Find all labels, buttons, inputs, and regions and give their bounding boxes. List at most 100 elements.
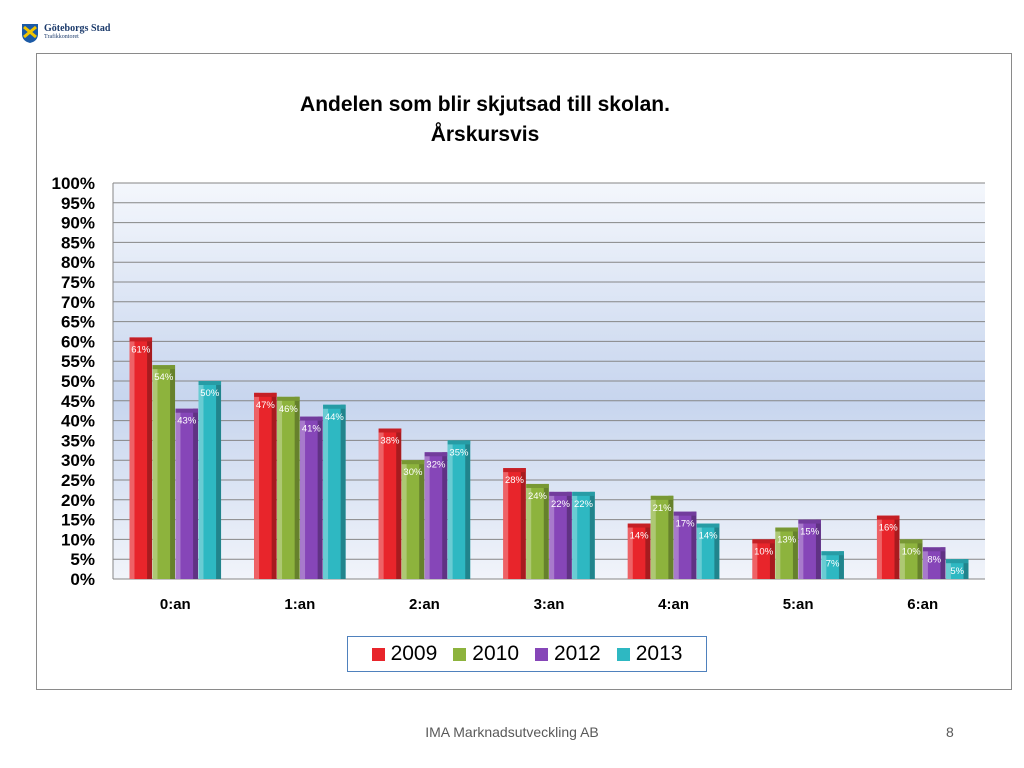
bar-top [175, 408, 199, 413]
x-tick-label: 5:an [783, 596, 814, 613]
bar-top [198, 381, 222, 385]
bar-shadow [396, 428, 402, 579]
chart-title-line1: Andelen som blir skjutsad till skolan. [300, 93, 670, 116]
data-label: 7% [826, 558, 840, 569]
bar-highlight [447, 440, 453, 579]
bar-shadow [815, 519, 821, 579]
bar-shadow [566, 491, 572, 579]
data-label: 44% [325, 412, 345, 423]
y-tick-label: 10% [61, 530, 95, 549]
bar-highlight [876, 515, 882, 579]
bar-highlight [254, 392, 260, 579]
y-tick-label: 5% [70, 550, 95, 569]
legend-item-2010: 2010 [453, 642, 519, 666]
bar-shadow [668, 495, 674, 579]
data-label: 54% [154, 372, 174, 383]
data-label: 38% [380, 436, 400, 447]
bar-highlight [696, 523, 702, 579]
y-tick-label: 60% [61, 332, 95, 351]
bar-2010-4:an [650, 495, 674, 579]
y-tick-label: 30% [61, 451, 95, 470]
bar-highlight [752, 539, 758, 579]
y-tick-label: 90% [61, 214, 95, 233]
bar-shadow [340, 404, 346, 579]
bar-highlight [175, 408, 181, 579]
bar-top [821, 551, 844, 556]
legend-label: 2012 [554, 642, 601, 665]
data-label: 22% [574, 499, 594, 510]
x-tick-label: 3:an [534, 596, 565, 613]
bar-shadow [792, 527, 798, 579]
bar-body [752, 539, 775, 579]
bar-highlight [945, 559, 951, 579]
data-label: 35% [449, 447, 469, 458]
data-label: 5% [950, 566, 964, 577]
legend-label: 2009 [390, 642, 438, 665]
bar-shadow [216, 381, 222, 579]
data-label: 43% [177, 416, 197, 427]
y-tick-label: 45% [61, 392, 95, 411]
bar-highlight [401, 460, 407, 579]
y-tick-label: 100% [52, 174, 95, 193]
bar-body [821, 551, 844, 579]
data-label: 32% [426, 459, 446, 470]
bar-body [300, 416, 323, 579]
chart-legend: 2009 2010 2012 2013 [347, 636, 707, 672]
bar-highlight [378, 428, 384, 579]
y-tick-label: 70% [61, 293, 95, 312]
bar-shadow [838, 551, 844, 579]
city-crest-icon [22, 24, 38, 43]
y-tick-label: 25% [61, 471, 95, 490]
bar-2009-6:an [876, 515, 900, 579]
bar-body [673, 511, 697, 579]
bar-highlight [549, 491, 555, 579]
bar-body [401, 460, 425, 579]
bar-highlight [899, 539, 905, 579]
y-tick-label: 35% [61, 431, 95, 450]
data-label: 17% [676, 519, 696, 530]
bar-top [152, 365, 176, 370]
bar-highlight [300, 416, 306, 579]
bar-body [650, 495, 674, 579]
bar-shadow [294, 396, 300, 579]
bar-top [277, 396, 300, 401]
bar-top [752, 539, 775, 544]
bar-top [129, 337, 153, 342]
legend-label: 2010 [472, 642, 519, 665]
bar-body [627, 523, 651, 579]
bar-2009-0:an [129, 337, 153, 579]
bar-body [424, 452, 448, 579]
bar-body [572, 491, 595, 579]
bar-body [899, 539, 923, 579]
bar-highlight [821, 551, 827, 579]
bar-body [922, 547, 946, 579]
bar-body [447, 440, 471, 579]
bar-highlight [627, 523, 633, 579]
bar-body [775, 527, 798, 579]
x-tick-label: 6:an [907, 596, 938, 613]
bar-shadow [714, 523, 720, 579]
bar-body [277, 396, 300, 579]
bar-2012-5:an [798, 519, 821, 579]
footer-company: IMA Marknadsutveckling AB [425, 724, 599, 740]
bar-body [378, 428, 402, 579]
y-tick-label: 50% [61, 372, 95, 391]
legend-item-2013: 2013 [616, 642, 682, 666]
bar-body [526, 483, 549, 579]
data-label: 14% [699, 531, 719, 542]
y-tick-label: 65% [61, 313, 95, 332]
y-tick-label: 40% [61, 412, 95, 431]
bar-body [254, 392, 277, 579]
bar-body [876, 515, 900, 579]
data-label: 22% [551, 499, 571, 510]
y-tick-label: 20% [61, 491, 95, 510]
bar-highlight [526, 483, 532, 579]
bar-2012-3:an [549, 491, 572, 579]
bar-highlight [798, 519, 804, 579]
bar-body [129, 337, 153, 579]
bar-top [673, 511, 697, 516]
bar-body [175, 408, 199, 579]
bar-shadow [894, 515, 900, 579]
bar-body [945, 559, 969, 579]
bar-top [650, 495, 674, 500]
